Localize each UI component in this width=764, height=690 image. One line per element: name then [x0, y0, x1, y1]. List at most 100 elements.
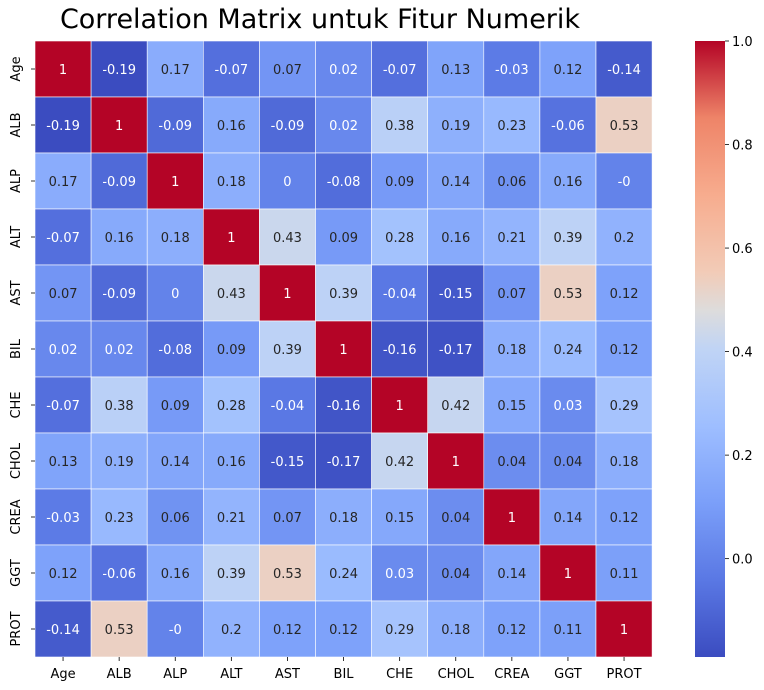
cell-value-label: 0.02 [329, 63, 358, 78]
cell-value-label: -0.15 [439, 287, 473, 302]
heatmap-cell [427, 432, 485, 490]
cell-value-label: -0.07 [383, 63, 417, 78]
x-tick-label: ALT [220, 667, 242, 682]
cell-value-label: 0.07 [273, 511, 302, 526]
cell-value-label: -0.14 [607, 63, 641, 78]
heatmap-cell [146, 152, 204, 210]
cell-value-label: -0.17 [327, 455, 361, 470]
cell-value-label: 0.43 [217, 287, 246, 302]
heatmap-cell [539, 208, 597, 266]
heatmap-cell [203, 152, 260, 210]
heatmap-cell [90, 40, 148, 98]
heatmap-cell [427, 320, 485, 378]
cell-value-label: 0.11 [553, 623, 582, 638]
heatmap-cell [371, 152, 429, 210]
cell-value-label: 0.19 [441, 119, 470, 134]
heatmap-cell [315, 208, 372, 266]
x-tick-label: CHE [386, 667, 413, 682]
heatmap-cell [427, 488, 485, 546]
heatmap-cell [203, 40, 260, 98]
cell-value-label: 0.16 [105, 231, 134, 246]
cell-value-label: 0.02 [105, 343, 134, 358]
x-tick-label: Age [50, 667, 75, 682]
cell-value-label: 0.21 [217, 511, 246, 526]
heatmap-cell [146, 432, 204, 490]
cell-value-label: -0.08 [327, 175, 361, 190]
x-tick-label: ALB [107, 667, 132, 682]
heatmap-cell [146, 208, 204, 266]
y-tick-label: ALB [9, 112, 24, 137]
heatmap-cell [146, 488, 204, 546]
cell-value-label: 0.12 [49, 567, 78, 582]
heatmap-cell [539, 432, 597, 490]
heatmap-cell [371, 96, 429, 154]
heatmap-cell [203, 488, 260, 546]
cell-value-label: 0.53 [610, 119, 639, 134]
y-tick-label: GGT [9, 559, 24, 587]
cell-value-label: 0.38 [385, 119, 414, 134]
heatmap-cell [595, 264, 653, 322]
cell-value-label: 0.07 [497, 287, 526, 302]
cell-value-label: 0.16 [217, 455, 246, 470]
cell-value-label: 0.16 [217, 119, 246, 134]
heatmap-cell [203, 544, 260, 602]
cell-value-label: -0.09 [102, 287, 136, 302]
y-tick-label: CREA [9, 499, 24, 534]
cell-value-label: 0.28 [385, 231, 414, 246]
heatmap-cell [483, 432, 541, 490]
heatmap-cell [259, 600, 316, 658]
cell-value-label: -0.16 [327, 399, 361, 414]
heatmap-cell [371, 40, 429, 98]
cell-value-label: 0.04 [441, 567, 470, 582]
heatmap-cell [595, 600, 653, 658]
cell-value-label: 0.18 [161, 231, 190, 246]
heatmap-cell [371, 376, 429, 434]
heatmap-cell [427, 600, 485, 658]
cell-value-label: 1 [564, 567, 572, 582]
x-tick-label: AST [275, 667, 300, 682]
heatmap-cell [146, 96, 204, 154]
heatmap-cell [146, 544, 204, 602]
cell-value-label: 0.18 [441, 623, 470, 638]
y-tick-label: CHE [9, 391, 24, 418]
heatmap-cell [90, 264, 148, 322]
cell-value-label: -0.14 [46, 623, 80, 638]
cell-value-label: -0.15 [271, 455, 305, 470]
heatmap-cell [146, 600, 204, 658]
cell-value-label: 0.42 [385, 455, 414, 470]
cell-value-label: 0.2 [614, 231, 635, 246]
heatmap-cell [259, 96, 316, 154]
cell-value-label: 0 [283, 175, 291, 190]
cell-value-label: 0.24 [329, 567, 358, 582]
cell-value-label: -0 [169, 623, 182, 638]
heatmap-cell [315, 600, 372, 658]
x-tick-label: PROT [607, 667, 642, 682]
cell-value-label: 0.12 [273, 623, 302, 638]
heatmap-cell [90, 600, 148, 658]
colorbar: 1.0 0.8 0.6 0.4 0.2 0.0 [695, 35, 753, 657]
heatmap-cell [483, 96, 541, 154]
heatmap-cell [483, 376, 541, 434]
heatmap-cell [595, 432, 653, 490]
cell-value-label: 1 [508, 511, 516, 526]
y-tick-label: Age [9, 56, 24, 81]
cell-value-label: -0.17 [439, 343, 473, 358]
heatmap-cell [595, 96, 653, 154]
heatmap-cell [539, 544, 597, 602]
cell-value-label: 0.15 [385, 511, 414, 526]
heatmap-cell [371, 320, 429, 378]
x-tick-label: CREA [494, 667, 529, 682]
cell-value-label: 0.24 [553, 343, 582, 358]
heatmap-cell [203, 600, 260, 658]
cell-value-label: 0.2 [221, 623, 242, 638]
cell-value-label: -0.09 [158, 119, 192, 134]
heatmap-cell [259, 264, 316, 322]
heatmap-cell [595, 208, 653, 266]
heatmap-cell [90, 488, 148, 546]
heatmap-cell [259, 544, 316, 602]
heatmap-cell [539, 40, 597, 98]
colorbar-tick-label: 0.4 [732, 346, 753, 361]
cell-value-label: 1 [452, 455, 460, 470]
x-tick-label: ALP [163, 667, 187, 682]
